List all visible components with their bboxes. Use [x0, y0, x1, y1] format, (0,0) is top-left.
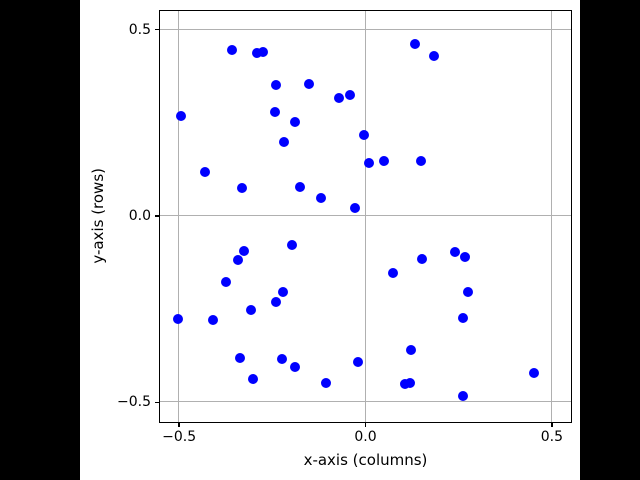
y-tick-mark — [155, 401, 159, 404]
data-point — [304, 78, 315, 89]
y-gridline — [160, 401, 571, 403]
data-point — [270, 79, 281, 90]
data-point — [528, 367, 539, 378]
data-point — [270, 106, 281, 117]
data-point — [463, 287, 474, 298]
data-point — [352, 356, 363, 367]
y-tick-label: 0.0 — [128, 207, 151, 224]
x-tick-mark — [178, 422, 180, 427]
data-point — [458, 390, 469, 401]
data-point — [257, 46, 268, 57]
x-tick-mark — [364, 422, 367, 427]
data-point — [232, 254, 243, 265]
data-point — [344, 89, 355, 100]
data-point — [238, 245, 249, 256]
plot-area — [159, 9, 572, 423]
data-point — [457, 313, 468, 324]
data-point — [237, 182, 248, 193]
data-point — [387, 267, 398, 278]
data-point — [277, 286, 288, 297]
data-point — [172, 314, 183, 325]
x-tick-label: 0.0 — [354, 429, 377, 445]
data-point — [286, 239, 297, 250]
data-point — [349, 203, 360, 214]
x-gridline — [364, 10, 366, 422]
x-gridline — [178, 10, 180, 422]
data-point — [315, 193, 326, 204]
data-point — [399, 379, 410, 390]
data-point — [320, 378, 331, 389]
data-point — [405, 344, 416, 355]
y-gridline — [160, 215, 571, 216]
data-point — [220, 277, 231, 288]
data-point — [415, 155, 426, 166]
data-point — [226, 44, 237, 55]
data-point — [379, 155, 390, 166]
figure-background: x-axis (columns) y-axis (rows) −0.5 0.0 0.… — [80, 0, 580, 480]
y-tick-label: 0.5 — [128, 21, 151, 38]
data-point — [363, 157, 374, 168]
data-point — [405, 377, 416, 388]
x-tick-label: 0.5 — [540, 429, 563, 445]
data-point — [208, 315, 219, 326]
y-tick-label: −0.5 — [117, 394, 151, 411]
data-point — [289, 117, 300, 128]
data-point — [245, 304, 256, 315]
data-point — [358, 129, 369, 140]
data-point — [459, 251, 470, 262]
data-point — [290, 362, 301, 373]
y-axis-label: y-axis (rows) — [89, 168, 107, 264]
data-point — [200, 167, 211, 178]
data-point — [277, 353, 288, 364]
data-point — [449, 247, 460, 258]
data-point — [334, 93, 345, 104]
data-point — [270, 297, 281, 308]
data-point — [175, 111, 186, 122]
data-point — [409, 38, 420, 49]
data-point — [248, 373, 259, 384]
data-point — [294, 181, 305, 192]
data-point — [251, 48, 262, 59]
data-point — [417, 254, 428, 265]
y-axis-label-container: y-axis (rows) — [86, 10, 110, 423]
y-tick-mark — [155, 28, 159, 31]
x-tick-mark — [551, 422, 553, 427]
x-tick-label: −0.5 — [162, 429, 197, 445]
data-point — [428, 51, 439, 62]
y-tick-mark — [155, 215, 159, 217]
data-point — [279, 137, 290, 148]
data-point — [235, 352, 246, 363]
x-gridline — [550, 10, 552, 422]
y-gridline — [160, 28, 571, 30]
x-axis-label: x-axis (columns) — [303, 451, 428, 469]
